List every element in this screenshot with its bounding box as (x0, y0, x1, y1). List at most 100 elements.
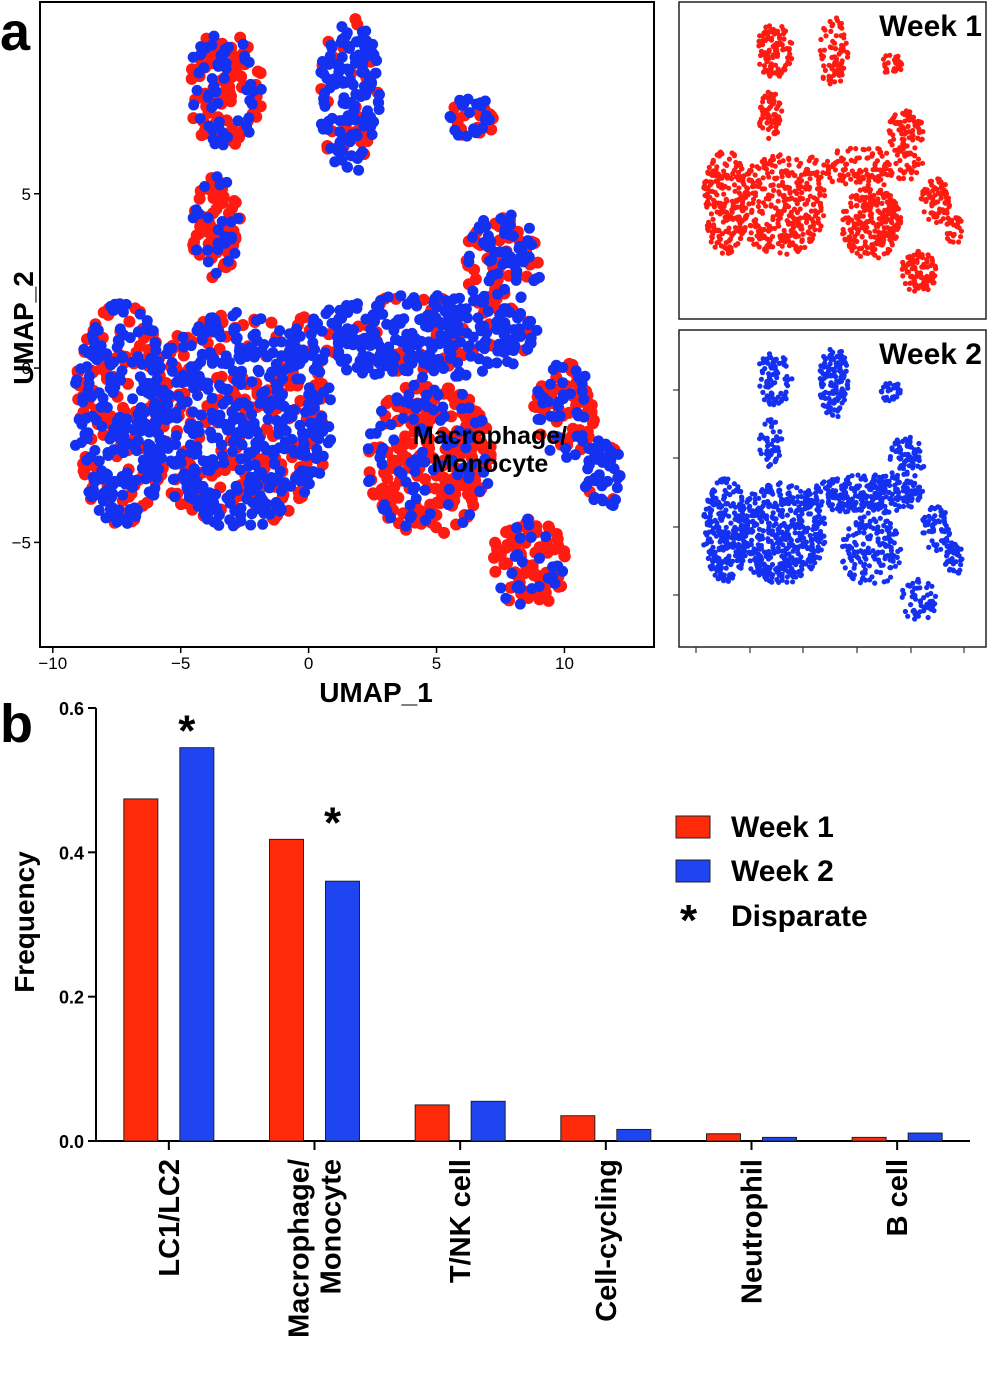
umap-week1-point (776, 183, 782, 189)
umap-week1-point (925, 252, 931, 259)
umap-week2-point (719, 515, 726, 521)
umap-week1-point (890, 203, 897, 209)
umap-week1-point (908, 170, 915, 176)
umap-point-week2 (593, 438, 605, 450)
umap-week2-point (784, 574, 791, 580)
umap-week1-point (902, 118, 908, 124)
umap-week1-point (768, 104, 774, 110)
umap-week1-point (742, 225, 748, 231)
umap-week2-point (765, 556, 772, 562)
umap-week1-point (901, 126, 907, 132)
umap-point-week1 (536, 589, 549, 602)
umap-point-week2 (491, 357, 503, 369)
umap-point-week2 (437, 401, 449, 413)
umap-point-week2 (178, 341, 190, 353)
umap-week2-point (786, 541, 792, 547)
umap-point-week2 (461, 130, 473, 142)
umap-week2-point (799, 566, 805, 573)
umap-week1-point (849, 193, 856, 199)
umap-point-week2 (177, 331, 189, 343)
umap-point-week2 (199, 181, 211, 192)
umap-week2-point (838, 504, 844, 510)
umap-week1-point (835, 67, 841, 73)
umap-week2-point (807, 511, 814, 517)
umap-point-week2 (218, 457, 230, 469)
umap-week2-point (810, 550, 817, 556)
umap-week1-point (862, 187, 869, 193)
umap-week1-point (866, 175, 872, 182)
umap-week2-point (760, 370, 766, 376)
umap-point-week2 (347, 79, 359, 91)
umap-point-week2 (290, 328, 302, 340)
umap-week2-point (802, 527, 808, 533)
umap-point-week2 (316, 411, 328, 423)
umap-week1-point (753, 224, 759, 230)
umap-week1-point (869, 250, 876, 256)
umap-week1-point (779, 243, 785, 249)
umap-week1-point (881, 182, 887, 188)
umap-week1-point (919, 160, 926, 166)
umap-point-week2 (289, 360, 301, 372)
umap-point-week2 (109, 426, 121, 438)
umap-week1-point (921, 209, 927, 215)
umap-point-week2 (237, 38, 249, 50)
umap-point-week1 (534, 428, 547, 441)
umap-week2-point (765, 520, 772, 526)
umap-week1-point (912, 264, 918, 271)
umap-point-week2 (213, 121, 225, 133)
umap-week1-point (742, 190, 748, 196)
umap-week1-point (789, 40, 795, 46)
umap-week1-point (840, 156, 847, 162)
umap-week2-point (787, 493, 793, 499)
umap-point-week2 (168, 458, 179, 470)
umap-point-week2 (197, 455, 209, 467)
umap-point-week2 (547, 561, 559, 573)
umap-week2-point (769, 488, 775, 494)
umap-week2-point (706, 549, 712, 555)
umap-point-week2 (504, 255, 516, 267)
umap-week1-point (805, 229, 812, 235)
umap-point-week1 (265, 316, 278, 329)
umap-week1-point (770, 54, 776, 61)
umap-point-week2 (376, 405, 387, 417)
umap-point-week1 (260, 422, 273, 435)
umap-point-week2 (81, 454, 93, 466)
umap-week1-point (873, 223, 879, 229)
umap-week1-point (859, 174, 866, 180)
umap-point-week2 (457, 517, 469, 528)
umap-point-week2 (576, 385, 588, 397)
umap-point-week2 (274, 505, 286, 517)
umap-week1-point (899, 131, 905, 137)
umap-point-week2 (93, 387, 105, 399)
umap-week1-point (824, 158, 831, 164)
umap-point-week2 (204, 347, 216, 359)
umap-point-week2 (342, 161, 353, 173)
umap-point-week2 (433, 356, 445, 368)
umap-week2-point (747, 503, 753, 509)
umap-week1-point (881, 236, 887, 242)
umap-week1-point (936, 210, 942, 216)
umap-week1-point (893, 160, 899, 167)
umap-week1-point (809, 236, 816, 242)
umap-point-week2 (294, 419, 306, 431)
umap-week1-point (756, 236, 763, 242)
umap-week2-point (765, 564, 771, 571)
umap-point-week2 (248, 345, 260, 357)
umap-week1-point (807, 193, 814, 199)
umap-week1-point (714, 209, 720, 215)
umap-week2-point (817, 528, 824, 535)
umap-week2-point (769, 579, 775, 585)
macrophage-cluster-label-line2: Monocyte (432, 450, 549, 478)
umap-point-week2 (255, 83, 267, 95)
umap-week2-point (783, 530, 790, 536)
umap-week1-point (873, 166, 880, 173)
umap-point-week2 (482, 478, 494, 489)
umap-week1-point (763, 203, 769, 209)
umap-week2-point (771, 523, 777, 529)
umap-week1-point (866, 218, 872, 225)
umap-week1-point (718, 200, 724, 206)
umap-point-week2 (206, 357, 218, 369)
umap-week1-point (843, 181, 849, 187)
umap-week1-point (875, 255, 882, 261)
umap-point-week2 (205, 312, 217, 324)
